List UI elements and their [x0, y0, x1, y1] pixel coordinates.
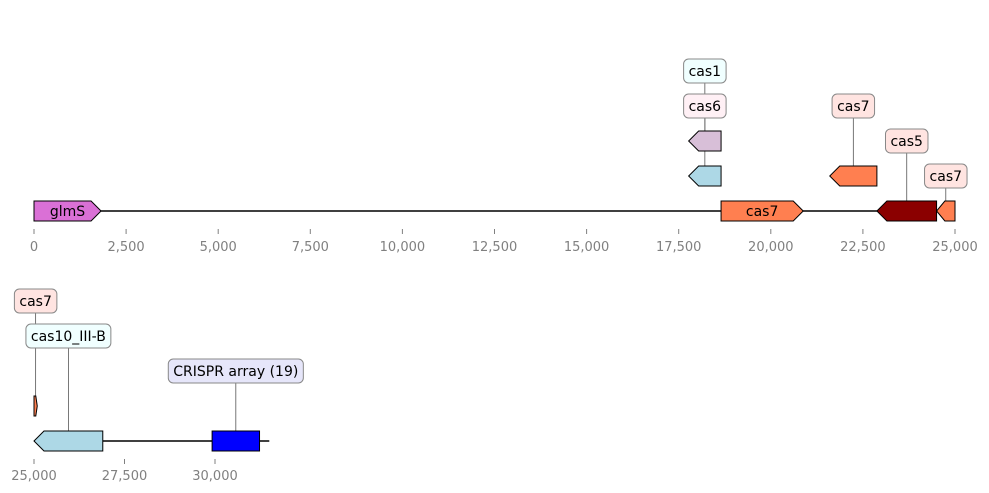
tick-label: 22,500 — [840, 240, 886, 255]
tick-label: 20,000 — [748, 240, 794, 255]
tick-label: 2,500 — [107, 240, 144, 255]
gene-cas1[interactable]: cas1 — [683, 58, 727, 187]
gene-tag-box — [25, 323, 112, 349]
gene-cas7[interactable]: cas7 — [13, 288, 58, 417]
tick-label: 30,000 — [192, 469, 238, 484]
gene-cas7[interactable]: cas7 — [829, 93, 878, 187]
gene-tag-text: CRISPR array (19) — [173, 364, 298, 380]
gene-tag-text: cas7 — [930, 169, 962, 185]
gene-tag-box — [683, 58, 727, 84]
gene-tag-box — [924, 163, 968, 189]
gene-tag-text: cas1 — [689, 64, 721, 80]
gene-arrow[interactable] — [829, 165, 878, 187]
tick-label: 12,500 — [472, 240, 518, 255]
tick-label: 0 — [30, 240, 38, 255]
gene-tag-text: cas7 — [19, 294, 51, 310]
gene-arrow[interactable] — [935, 200, 956, 222]
gene-cas5[interactable]: cas5 — [876, 128, 938, 222]
gene-glms[interactable]: glmS — [33, 200, 102, 222]
gene-cas7[interactable]: cas7 — [924, 163, 968, 222]
gene-arrow[interactable] — [33, 430, 104, 452]
track-1: 0 2,500 5,000 7,500 10,000 12,500 15,000 17,500… — [30, 58, 978, 255]
gene-tag-text: cas10_III-B — [31, 329, 106, 345]
gene-arrow[interactable] — [720, 200, 804, 222]
gene-tag-box — [13, 288, 58, 314]
gene-label: cas7 — [746, 204, 778, 220]
tick-label: 15,000 — [564, 240, 610, 255]
track-2: 25,000 27,500 30,000 cas7 cas10_III-B CRISPR … — [11, 288, 304, 484]
gene-tag-box — [831, 93, 876, 119]
gene-arrow[interactable] — [687, 130, 722, 152]
gene-tag-text: cas7 — [837, 99, 869, 115]
gene-crispr-array-19-[interactable]: CRISPR array (19) — [167, 358, 304, 452]
gene-label: glmS — [50, 204, 85, 220]
gene-tag-box — [683, 93, 727, 119]
gene-cas6[interactable]: cas6 — [683, 93, 727, 152]
tick-label: 17,500 — [656, 240, 702, 255]
gene-cas7[interactable]: cas7 — [720, 200, 804, 222]
tick-label: 10,000 — [380, 240, 426, 255]
tick-label: 7,500 — [292, 240, 329, 255]
gene-arrow[interactable] — [33, 395, 38, 417]
tick-label: 25,000 — [11, 469, 57, 484]
gene-tag-box — [884, 128, 929, 154]
tick-label: 5,000 — [200, 240, 237, 255]
gene-tag-text: cas5 — [890, 134, 922, 150]
gene-tag-box — [167, 358, 304, 384]
gene-arrow[interactable] — [876, 200, 938, 222]
gene-arrow[interactable] — [687, 165, 722, 187]
gene-cas10-iii-b[interactable]: cas10_III-B — [25, 323, 112, 452]
gene-tag-text: cas6 — [689, 99, 722, 115]
tick-label: 25,000 — [932, 240, 978, 255]
tick-label: 27,500 — [102, 469, 148, 484]
gene-arrow[interactable] — [33, 200, 102, 222]
gene-arrow[interactable] — [211, 430, 261, 452]
